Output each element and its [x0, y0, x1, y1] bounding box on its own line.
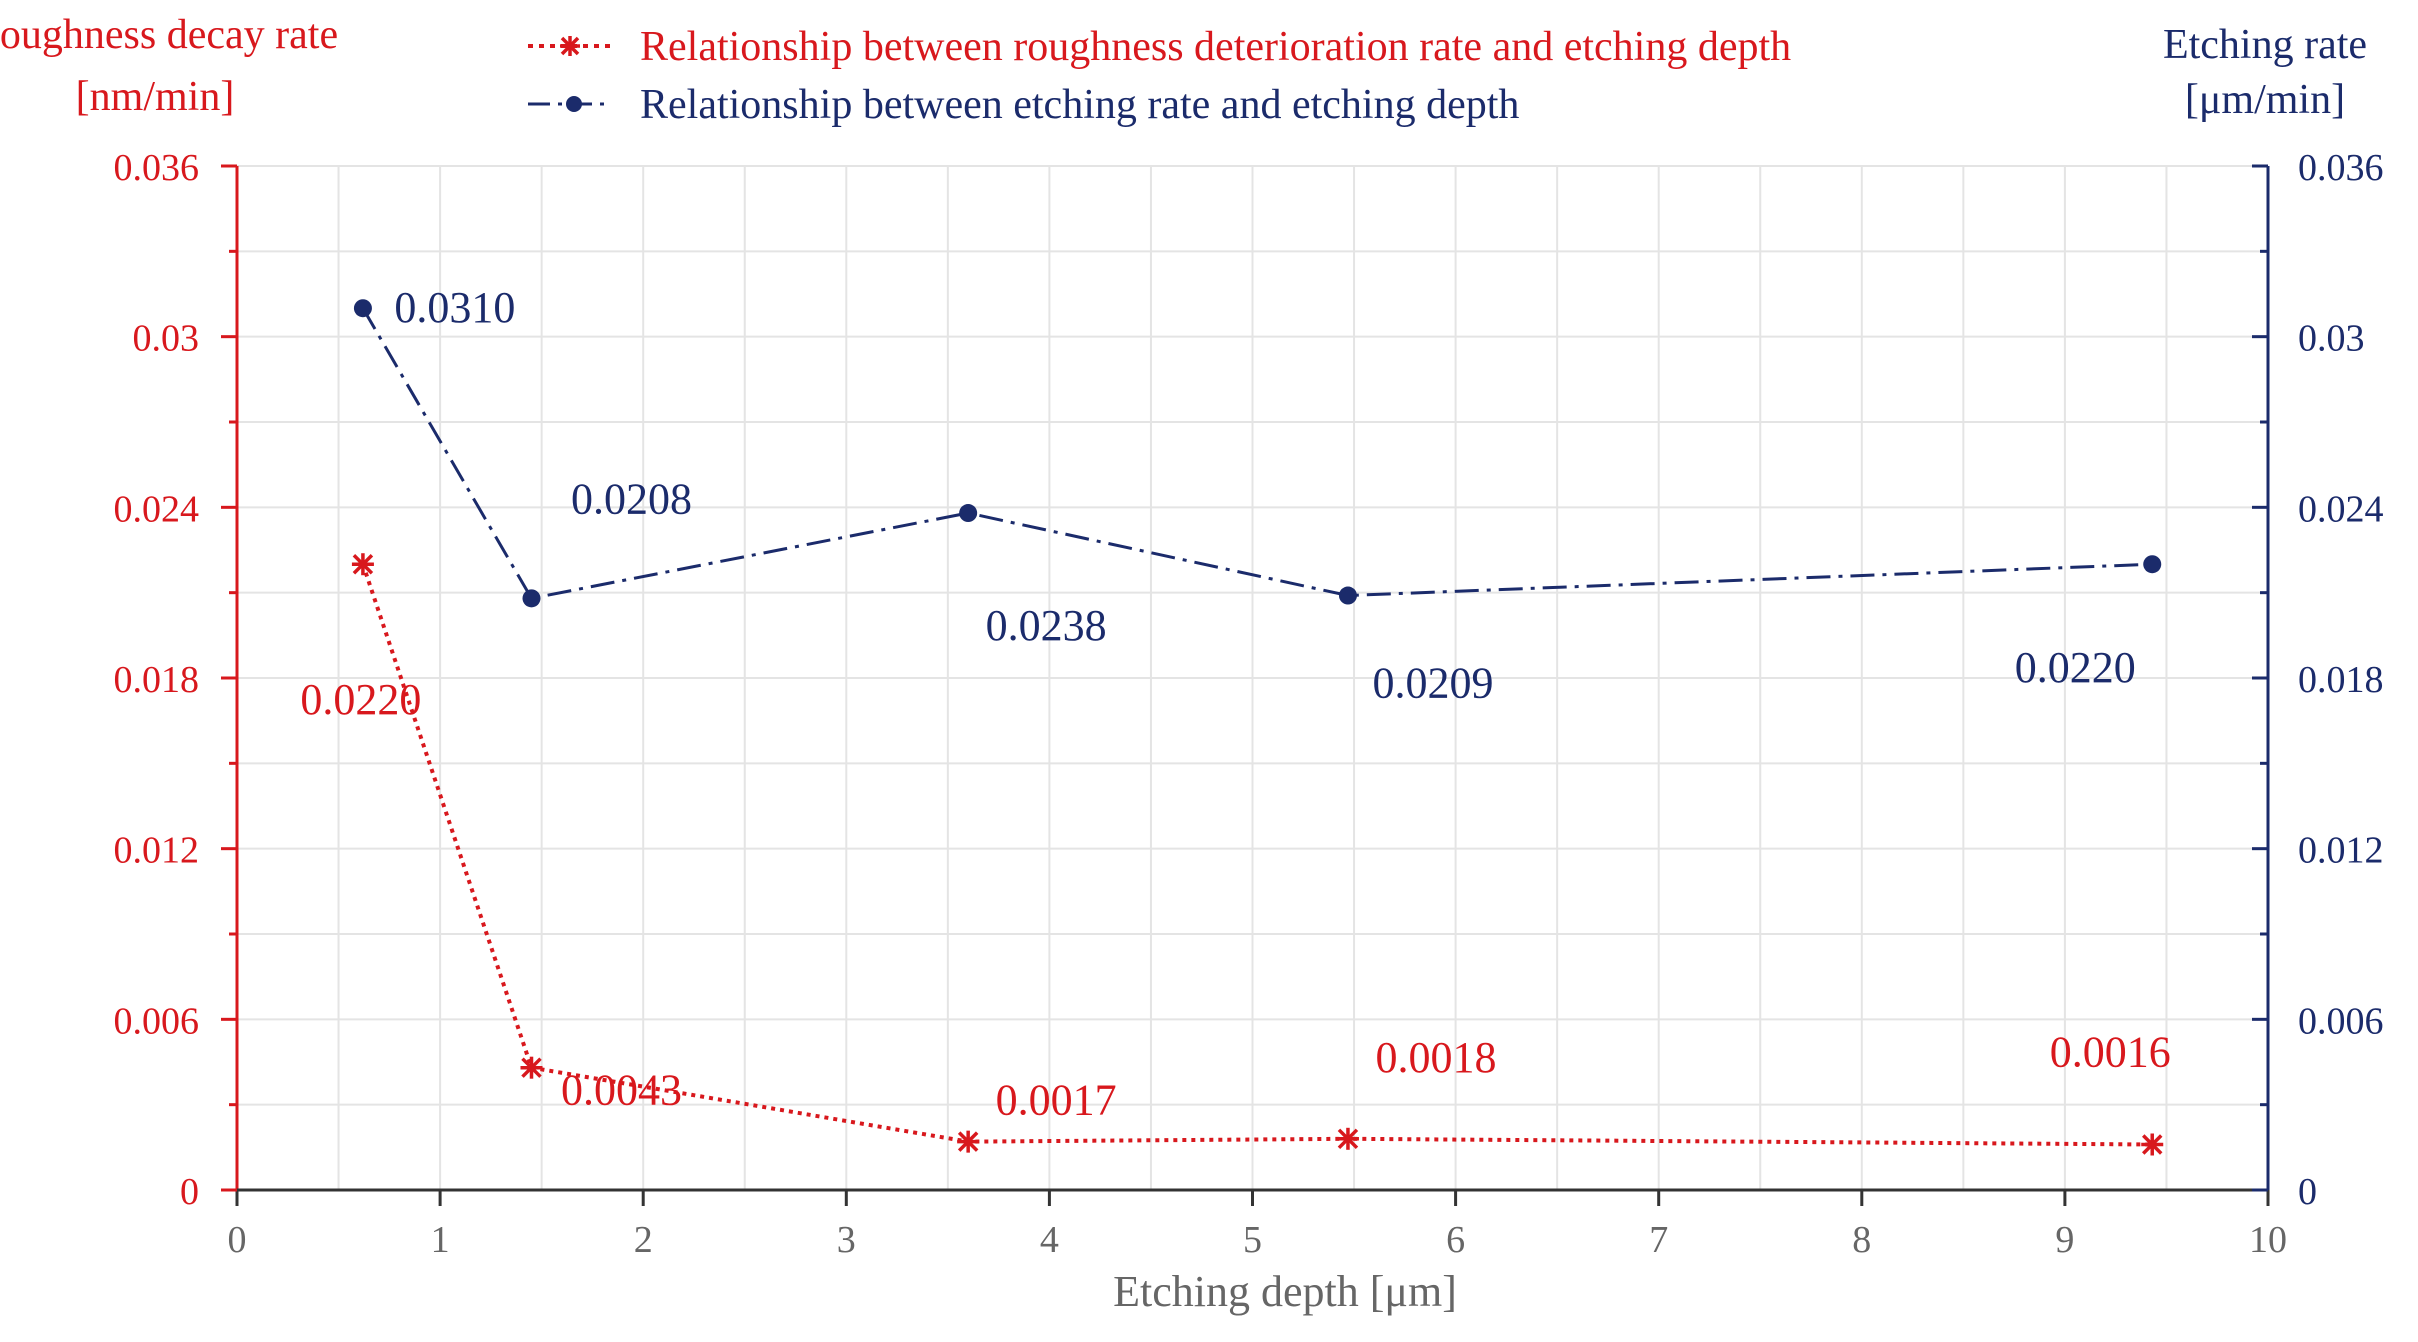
- y-left-tick-label: 0.03: [133, 318, 200, 360]
- y-right-tick-label: 0: [2298, 1171, 2317, 1213]
- data-point-roughness: [351, 553, 374, 576]
- y-right-label-line1: Etching rate: [2163, 22, 2367, 68]
- y-left-tick-label: 0.024: [114, 488, 200, 530]
- data-label-etching: 0.0208: [571, 474, 692, 523]
- legend-marker-etching: [528, 96, 612, 112]
- data-label-etching: 0.0220: [2015, 643, 2136, 692]
- x-tick-label: 0: [228, 1219, 247, 1261]
- x-tick-label: 3: [837, 1219, 856, 1261]
- y-right-tick-label: 0.012: [2298, 830, 2384, 872]
- y-right-tick-label: 0.024: [2298, 488, 2384, 530]
- data-label-etching: 0.0238: [986, 601, 1107, 650]
- axes: 0 1 2 3 4 5 6 7 8 9 10 0 0.006 0.012 0.018 0.024 0.03 0.0…: [114, 147, 2384, 1261]
- data-label-etching: 0.0209: [1372, 659, 1493, 708]
- x-tick-label: 4: [1040, 1219, 1059, 1261]
- y-left-tick-label: 0: [180, 1171, 199, 1213]
- legend-label-etching: Relationship between etching rate and et…: [640, 82, 1519, 128]
- data-point-roughness: [957, 1130, 980, 1153]
- data-point-roughness: [520, 1056, 543, 1079]
- y-right-tick-label: 0.006: [2298, 1000, 2384, 1042]
- series-layer: [351, 299, 2164, 1156]
- legend-label-roughness: Relationship between roughness deteriora…: [640, 24, 1791, 70]
- x-tick-label: 9: [2055, 1219, 2074, 1261]
- x-tick-label: 10: [2249, 1219, 2287, 1261]
- data-label-roughness: 0.0043: [561, 1066, 682, 1115]
- data-point-roughness: [1336, 1127, 1359, 1150]
- series-line-roughness: [361, 563, 2153, 1147]
- y-right-label-line2: [μm/min]: [2185, 77, 2345, 123]
- y-left-label-line1: Roughness decay rate: [0, 12, 338, 58]
- legend: Relationship between roughness deteriora…: [528, 24, 1791, 128]
- data-label-roughness: 0.0220: [300, 675, 421, 724]
- data-point-etching: [2143, 555, 2162, 574]
- data-point-roughness: [2141, 1133, 2164, 1156]
- y-left-tick-label: 0.006: [114, 1000, 200, 1042]
- data-label-roughness: 0.0018: [1375, 1033, 1496, 1082]
- x-axis-label: Etching depth [μm]: [1113, 1267, 1457, 1316]
- x-tick-label: 2: [634, 1219, 653, 1261]
- x-tick-label: 8: [1852, 1219, 1871, 1261]
- y-right-tick-label: 0.036: [2298, 147, 2384, 189]
- data-point-etching: [959, 504, 978, 523]
- y-left-tick-label: 0.036: [114, 147, 200, 189]
- x-tick-label: 6: [1446, 1219, 1465, 1261]
- grid: [236, 165, 2269, 1191]
- x-tick-label: 7: [1649, 1219, 1668, 1261]
- y-left-tick-label: 0.018: [114, 659, 200, 701]
- y-left-label-line2: [nm/min]: [76, 74, 235, 120]
- data-point-etching: [522, 589, 541, 608]
- legend-marker-roughness: [528, 36, 612, 56]
- y-right-tick-label: 0.03: [2298, 318, 2365, 360]
- x-tick-label: 1: [431, 1219, 450, 1261]
- data-point-etching: [353, 299, 372, 318]
- data-labels: 0.0220 0.0043 0.0017 0.0018 0.0016 0.0310 0.02…: [300, 283, 2170, 1124]
- data-label-roughness: 0.0016: [2050, 1027, 2171, 1076]
- x-tick-label: 5: [1243, 1219, 1262, 1261]
- data-point-etching: [1338, 586, 1357, 605]
- series-line-etching: [361, 307, 2153, 601]
- y-left-tick-label: 0.012: [114, 830, 200, 872]
- y-right-tick-label: 0.018: [2298, 659, 2384, 701]
- data-label-etching: 0.0310: [394, 283, 515, 332]
- data-label-roughness: 0.0017: [996, 1076, 1117, 1125]
